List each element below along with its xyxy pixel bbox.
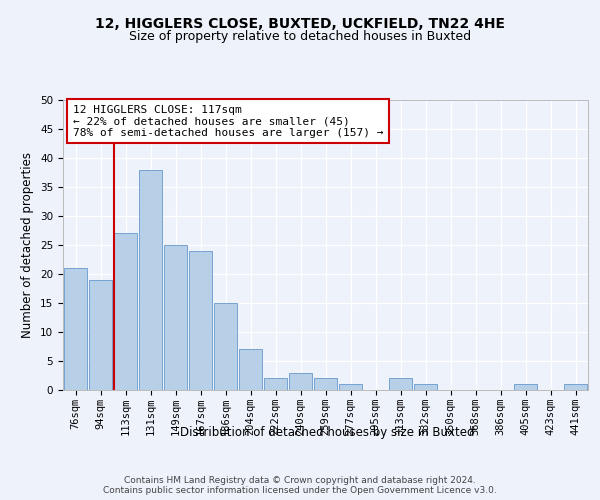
Text: Distribution of detached houses by size in Buxted: Distribution of detached houses by size … bbox=[180, 426, 474, 439]
Bar bbox=[189, 251, 212, 390]
Y-axis label: Number of detached properties: Number of detached properties bbox=[22, 152, 34, 338]
Bar bbox=[414, 384, 437, 390]
Bar bbox=[64, 268, 87, 390]
Bar bbox=[264, 378, 287, 390]
Bar bbox=[289, 372, 312, 390]
Bar bbox=[564, 384, 587, 390]
Bar bbox=[339, 384, 362, 390]
Bar bbox=[214, 303, 237, 390]
Bar bbox=[164, 245, 187, 390]
Bar bbox=[139, 170, 162, 390]
Bar bbox=[89, 280, 112, 390]
Bar bbox=[114, 234, 137, 390]
Text: Size of property relative to detached houses in Buxted: Size of property relative to detached ho… bbox=[129, 30, 471, 43]
Bar bbox=[389, 378, 412, 390]
Text: 12 HIGGLERS CLOSE: 117sqm
← 22% of detached houses are smaller (45)
78% of semi-: 12 HIGGLERS CLOSE: 117sqm ← 22% of detac… bbox=[73, 104, 383, 138]
Bar bbox=[314, 378, 337, 390]
Text: Contains HM Land Registry data © Crown copyright and database right 2024.
Contai: Contains HM Land Registry data © Crown c… bbox=[103, 476, 497, 495]
Bar bbox=[514, 384, 537, 390]
Text: 12, HIGGLERS CLOSE, BUXTED, UCKFIELD, TN22 4HE: 12, HIGGLERS CLOSE, BUXTED, UCKFIELD, TN… bbox=[95, 18, 505, 32]
Bar bbox=[239, 350, 262, 390]
